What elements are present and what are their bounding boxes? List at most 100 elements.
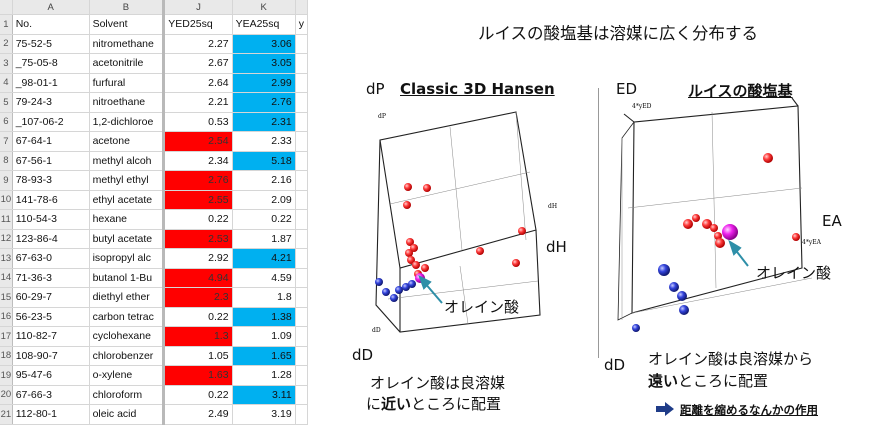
cell-no[interactable]: 78-93-3 [12, 170, 90, 191]
cell-next[interactable] [295, 346, 308, 366]
cell-yed25sq[interactable]: 2.55 [162, 190, 233, 210]
cell-yea25sq[interactable]: 3.06 [232, 34, 296, 54]
cell-yea25sq[interactable]: 5.18 [232, 151, 296, 171]
cell-yed25sq[interactable]: 0.22 [162, 307, 233, 327]
cell-solvent[interactable]: hexane [89, 209, 165, 230]
column-letter-a[interactable]: A [12, 0, 90, 15]
cell-yed25sq[interactable]: 2.64 [162, 73, 233, 93]
column-letter-j[interactable]: J [162, 0, 233, 15]
cell-yed25sq[interactable]: 2.54 [162, 131, 233, 152]
cell-next[interactable] [295, 287, 308, 308]
cell-yea25sq[interactable]: 1.65 [232, 346, 296, 366]
header-cell-yed25sq[interactable]: YED25sq [162, 14, 233, 35]
cell-yed25sq[interactable]: 2.92 [162, 248, 233, 269]
cell-solvent[interactable]: chlorobenzer [89, 346, 165, 366]
cell-no[interactable]: 110-54-3 [12, 209, 90, 230]
cell-yea25sq[interactable]: 3.05 [232, 53, 296, 74]
cell-yed25sq[interactable]: 2.21 [162, 92, 233, 113]
row-number[interactable]: 10 [0, 190, 13, 210]
cell-no[interactable]: 79-24-3 [12, 92, 90, 113]
cell-solvent[interactable]: 1,2-dichloroe [89, 112, 165, 132]
select-all-corner[interactable] [0, 0, 13, 15]
cell-no[interactable]: 108-90-7 [12, 346, 90, 366]
row-number[interactable]: 14 [0, 268, 13, 288]
header-cell-no[interactable]: No. [12, 14, 90, 35]
cell-yea25sq[interactable]: 1.38 [232, 307, 296, 327]
cell-next[interactable] [295, 307, 308, 327]
row-number[interactable]: 8 [0, 151, 13, 171]
row-number[interactable]: 12 [0, 229, 13, 249]
row-number[interactable]: 15 [0, 287, 13, 308]
cell-yea25sq[interactable]: 4.59 [232, 268, 296, 288]
cell-solvent[interactable]: oleic acid [89, 404, 165, 425]
cell-no[interactable]: _75-05-8 [12, 53, 90, 74]
cell-solvent[interactable]: nitromethane [89, 34, 165, 54]
cell-yed25sq[interactable]: 0.22 [162, 209, 233, 230]
row-number[interactable]: 13 [0, 248, 13, 269]
cell-no[interactable]: 75-52-5 [12, 34, 90, 54]
row-number[interactable]: 16 [0, 307, 13, 327]
cell-yed25sq[interactable]: 2.49 [162, 404, 233, 425]
cell-next[interactable] [295, 268, 308, 288]
cell-yea25sq[interactable]: 1.8 [232, 287, 296, 308]
cell-solvent[interactable]: furfural [89, 73, 165, 93]
cell-yed25sq[interactable]: 2.53 [162, 229, 233, 249]
cell-yea25sq[interactable]: 4.21 [232, 248, 296, 269]
column-letter-k[interactable]: K [232, 0, 296, 15]
cell-next[interactable] [295, 53, 308, 74]
cell-no[interactable]: 71-36-3 [12, 268, 90, 288]
cell-no[interactable]: 67-64-1 [12, 131, 90, 152]
cell-next[interactable] [295, 209, 308, 230]
cell-next[interactable] [295, 112, 308, 132]
row-number[interactable]: 7 [0, 131, 13, 152]
cell-yea25sq[interactable]: 2.33 [232, 131, 296, 152]
cell-next[interactable] [295, 365, 308, 386]
cell-yed25sq[interactable]: 2.27 [162, 34, 233, 54]
cell-next[interactable] [295, 151, 308, 171]
cell-solvent[interactable]: acetonitrile [89, 53, 165, 74]
cell-next[interactable] [295, 248, 308, 269]
cell-no[interactable]: 67-56-1 [12, 151, 90, 171]
cell-solvent[interactable]: o-xylene [89, 365, 165, 386]
cell-yed25sq[interactable]: 1.63 [162, 365, 233, 386]
row-number[interactable]: 6 [0, 112, 13, 132]
cell-yea25sq[interactable]: 2.31 [232, 112, 296, 132]
cell-yea25sq[interactable]: 1.28 [232, 365, 296, 386]
cell-yea25sq[interactable]: 0.22 [232, 209, 296, 230]
cell-solvent[interactable]: butanol 1-Bu [89, 268, 165, 288]
header-cell-solvent[interactable]: Solvent [89, 14, 165, 35]
row-number[interactable]: 17 [0, 326, 13, 347]
cell-no[interactable]: _107-06-2 [12, 112, 90, 132]
header-cell-yea25sq[interactable]: YEA25sq [232, 14, 296, 35]
cell-next[interactable] [295, 92, 308, 113]
cell-no[interactable]: 67-63-0 [12, 248, 90, 269]
cell-yea25sq[interactable]: 3.11 [232, 385, 296, 405]
cell-solvent[interactable]: ethyl acetate [89, 190, 165, 210]
cell-yea25sq[interactable]: 3.19 [232, 404, 296, 425]
cell-next[interactable] [295, 404, 308, 425]
column-letter-next[interactable] [295, 0, 308, 15]
cell-solvent[interactable]: butyl acetate [89, 229, 165, 249]
row-number[interactable]: 11 [0, 209, 13, 230]
header-cell-next[interactable]: y [295, 14, 308, 35]
cell-no[interactable]: 110-82-7 [12, 326, 90, 347]
row-number[interactable]: 21 [0, 404, 13, 425]
cell-yea25sq[interactable]: 2.76 [232, 92, 296, 113]
cell-yed25sq[interactable]: 1.05 [162, 346, 233, 366]
cell-yed25sq[interactable]: 2.76 [162, 170, 233, 191]
cell-no[interactable]: 112-80-1 [12, 404, 90, 425]
cell-next[interactable] [295, 326, 308, 347]
cell-solvent[interactable]: methyl ethyl [89, 170, 165, 191]
cell-yed25sq[interactable]: 0.53 [162, 112, 233, 132]
cell-yea25sq[interactable]: 2.99 [232, 73, 296, 93]
cell-next[interactable] [295, 190, 308, 210]
row-number[interactable]: 5 [0, 92, 13, 113]
cell-no[interactable]: 67-66-3 [12, 385, 90, 405]
cell-solvent[interactable]: chloroform [89, 385, 165, 405]
cell-no[interactable]: 60-29-7 [12, 287, 90, 308]
column-letter-b[interactable]: B [89, 0, 165, 15]
cell-next[interactable] [295, 229, 308, 249]
cell-solvent[interactable]: cyclohexane [89, 326, 165, 347]
row-number[interactable]: 1 [0, 14, 13, 35]
cell-yea25sq[interactable]: 2.16 [232, 170, 296, 191]
